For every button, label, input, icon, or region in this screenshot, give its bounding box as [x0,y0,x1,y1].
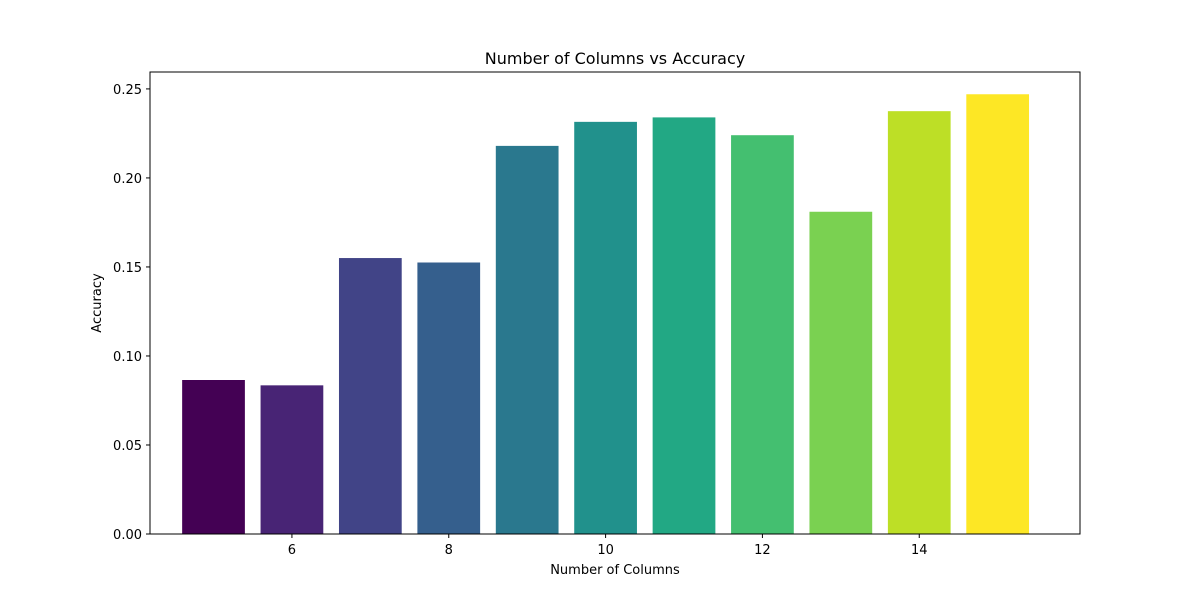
bar-9 [495,145,559,534]
bar-5 [182,380,245,534]
bar-13 [809,211,873,534]
plot-frame [149,71,1081,535]
bar-14 [887,111,951,534]
bar-11 [652,117,716,535]
y-tick-label: 0.10 [113,350,142,365]
y-tick-label: 0.25 [113,83,142,98]
y-tick-label: 0.05 [113,439,142,454]
bar-6 [260,385,324,534]
x-tick-label: 8 [445,543,453,558]
y-tick-label: 0.00 [113,528,142,543]
chart-title: Number of Columns vs Accuracy [485,49,746,68]
bar-15 [966,94,1030,534]
x-tick-label: 14 [911,543,928,558]
bar-7 [338,258,402,534]
bars-layer [182,94,1030,535]
y-tick-label: 0.20 [113,172,142,187]
ticks-layer: 6 8 10 12 14 0.00 0.05 0.10 0.15 0.20 0.25 [113,83,927,558]
bar-10 [574,121,637,535]
x-tick-label: 6 [288,543,296,558]
bar-8 [417,262,481,534]
x-axis-label: Number of Columns [550,563,680,578]
x-tick-label: 12 [754,543,771,558]
y-tick-label: 0.15 [113,261,142,276]
bar-12 [731,135,794,534]
x-tick-label: 10 [597,543,614,558]
y-axis-label: Accuracy [90,273,105,333]
